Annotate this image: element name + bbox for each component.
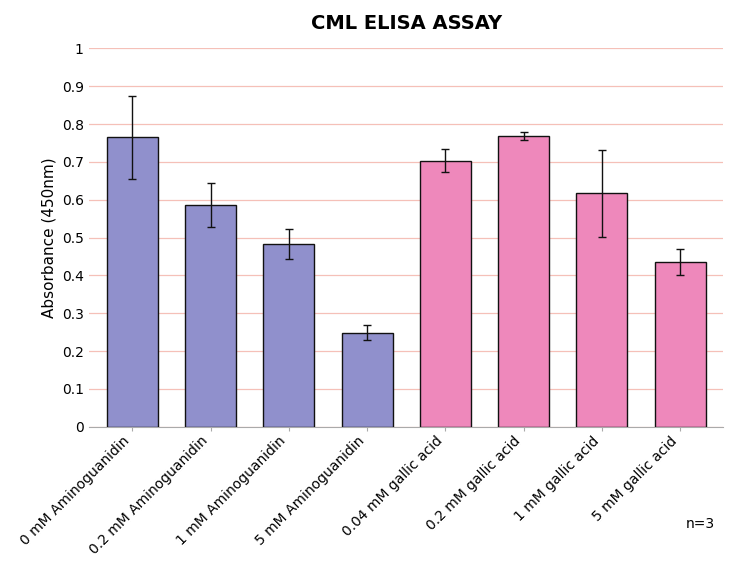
Bar [654, 262, 705, 427]
Bar [342, 333, 393, 427]
Bar [107, 137, 158, 427]
Y-axis label: Absorbance (450nm): Absorbance (450nm) [41, 157, 56, 318]
Bar [498, 136, 549, 427]
Title: CML ELISA ASSAY: CML ELISA ASSAY [310, 14, 502, 33]
Bar [185, 206, 236, 427]
Bar [420, 160, 471, 427]
Bar [576, 193, 627, 427]
Text: n=3: n=3 [685, 517, 715, 531]
Bar [263, 244, 314, 427]
